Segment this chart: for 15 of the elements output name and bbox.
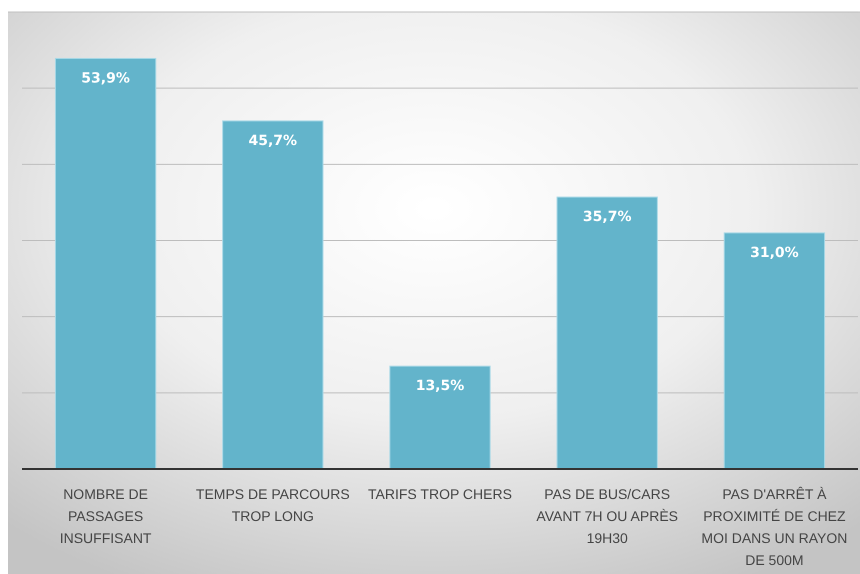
bar [222, 120, 324, 470]
bar [389, 366, 491, 470]
x-tick-label: NOMBRE DE PASSAGES INSUFFISANT [60, 486, 152, 546]
x-tick-label: TARIFS TROP CHERS [368, 486, 512, 502]
x-tick-label: TEMPS DE PARCOURS TROP LONG [196, 486, 350, 524]
bar [556, 196, 658, 470]
data-label: 31,0% [750, 244, 799, 261]
data-label: 53,9% [81, 70, 130, 86]
x-tick-label: PAS DE BUS/CARS AVANT 7H OU APRÈS 19H30 [536, 486, 678, 546]
bar [724, 232, 826, 470]
x-tick-label: PAS D'ARRÊT À PROXIMITÉ DE CHEZ MOI DANS UN RAYON DE 500M [701, 486, 848, 568]
data-label: 35,7% [582, 209, 632, 226]
bar [54, 58, 156, 470]
data-label: 45,7% [248, 132, 298, 149]
data-label: 13,5% [416, 378, 464, 394]
